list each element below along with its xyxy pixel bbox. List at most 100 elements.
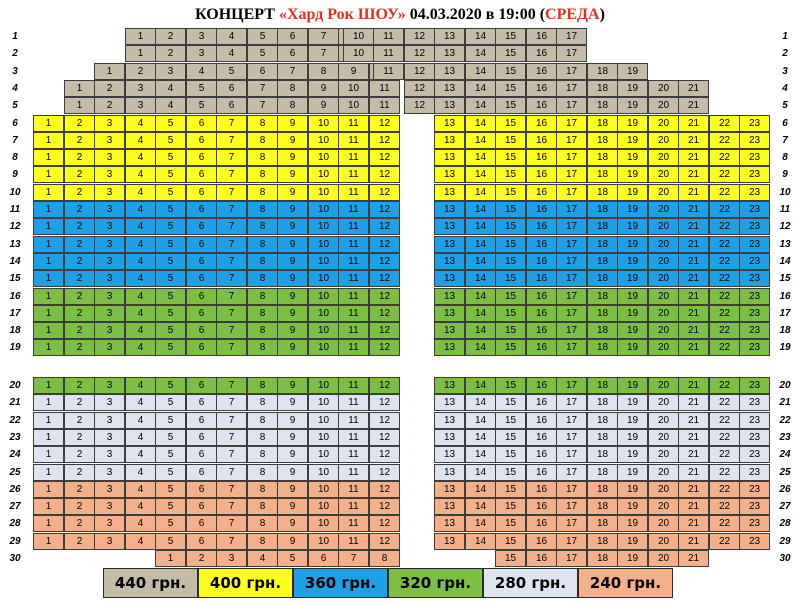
seat[interactable]: 3 [94, 149, 125, 166]
seat[interactable]: 23 [739, 236, 770, 253]
seat[interactable]: 6 [186, 515, 217, 532]
seat[interactable]: 14 [465, 339, 496, 356]
seat[interactable]: 7 [308, 45, 339, 62]
seat[interactable]: 11 [373, 28, 404, 45]
seat[interactable]: 1 [33, 481, 64, 498]
seat[interactable]: 5 [155, 270, 186, 287]
seat[interactable]: 8 [247, 464, 278, 481]
seat[interactable]: 23 [739, 270, 770, 287]
seat[interactable]: 6 [186, 166, 217, 183]
seat[interactable]: 4 [216, 45, 247, 62]
seat[interactable]: 6 [247, 63, 278, 80]
seat[interactable]: 20 [648, 201, 679, 218]
seat[interactable]: 6 [186, 394, 217, 411]
seat[interactable]: 18 [587, 132, 618, 149]
seat[interactable]: 2 [64, 429, 95, 446]
seat[interactable]: 16 [526, 377, 557, 394]
seat[interactable]: 18 [587, 412, 618, 429]
seat[interactable]: 14 [465, 45, 496, 62]
seat[interactable]: 17 [556, 288, 587, 305]
seat[interactable]: 7 [216, 412, 247, 429]
seat[interactable]: 10 [308, 115, 339, 132]
seat[interactable]: 9 [277, 305, 308, 322]
seat[interactable]: 7 [216, 166, 247, 183]
seat[interactable]: 3 [94, 322, 125, 339]
seat[interactable]: 19 [617, 429, 648, 446]
seat[interactable]: 19 [617, 80, 648, 97]
seat[interactable]: 6 [186, 288, 217, 305]
seat[interactable]: 4 [125, 288, 156, 305]
seat[interactable]: 1 [33, 115, 64, 132]
seat[interactable]: 10 [343, 28, 374, 45]
seat[interactable]: 21 [678, 218, 709, 235]
seat[interactable]: 15 [495, 322, 526, 339]
seat[interactable]: 14 [465, 464, 496, 481]
seat[interactable]: 3 [94, 498, 125, 515]
seat[interactable]: 12 [369, 236, 400, 253]
seat[interactable]: 15 [495, 498, 526, 515]
seat[interactable]: 3 [94, 515, 125, 532]
seat[interactable]: 11 [338, 270, 369, 287]
seat[interactable]: 10 [343, 45, 374, 62]
seat[interactable]: 12 [404, 63, 435, 80]
seat[interactable]: 2 [64, 270, 95, 287]
seat[interactable]: 16 [526, 115, 557, 132]
seat[interactable]: 11 [338, 515, 369, 532]
seat[interactable]: 12 [369, 115, 400, 132]
seat[interactable]: 6 [186, 464, 217, 481]
seat[interactable]: 21 [678, 149, 709, 166]
seat[interactable]: 5 [155, 464, 186, 481]
seat[interactable]: 1 [64, 97, 95, 114]
seat[interactable]: 19 [617, 550, 648, 567]
seat[interactable]: 6 [186, 533, 217, 550]
seat[interactable]: 7 [216, 533, 247, 550]
seat[interactable]: 18 [587, 80, 618, 97]
seat[interactable]: 10 [308, 270, 339, 287]
seat[interactable]: 4 [186, 63, 217, 80]
seat[interactable]: 15 [495, 166, 526, 183]
seat[interactable]: 19 [617, 166, 648, 183]
seat[interactable]: 4 [125, 394, 156, 411]
seat[interactable]: 7 [308, 28, 339, 45]
seat[interactable]: 18 [587, 339, 618, 356]
seat[interactable]: 1 [33, 270, 64, 287]
seat[interactable]: 10 [308, 149, 339, 166]
seat[interactable]: 14 [465, 377, 496, 394]
seat[interactable]: 13 [434, 322, 465, 339]
seat[interactable]: 17 [556, 115, 587, 132]
seat[interactable]: 8 [247, 288, 278, 305]
seat[interactable]: 15 [495, 377, 526, 394]
seat[interactable]: 15 [495, 464, 526, 481]
seat[interactable]: 19 [617, 322, 648, 339]
seat[interactable]: 14 [465, 305, 496, 322]
seat[interactable]: 12 [404, 80, 435, 97]
seat[interactable]: 10 [308, 322, 339, 339]
seat[interactable]: 7 [216, 132, 247, 149]
seat[interactable]: 9 [277, 412, 308, 429]
seat[interactable]: 23 [739, 533, 770, 550]
seat[interactable]: 4 [125, 533, 156, 550]
seat[interactable]: 1 [94, 63, 125, 80]
seat[interactable]: 13 [434, 481, 465, 498]
seat[interactable]: 3 [94, 339, 125, 356]
seat[interactable]: 9 [338, 63, 369, 80]
seat[interactable]: 6 [186, 305, 217, 322]
seat[interactable]: 16 [526, 132, 557, 149]
seat[interactable]: 14 [465, 446, 496, 463]
seat[interactable]: 21 [678, 184, 709, 201]
seat[interactable]: 19 [617, 533, 648, 550]
seat[interactable]: 16 [526, 270, 557, 287]
seat[interactable]: 11 [338, 339, 369, 356]
seat[interactable]: 8 [277, 97, 308, 114]
seat[interactable]: 22 [709, 305, 740, 322]
seat[interactable]: 8 [247, 305, 278, 322]
seat[interactable]: 3 [125, 97, 156, 114]
seat[interactable]: 5 [155, 412, 186, 429]
seat[interactable]: 21 [678, 322, 709, 339]
seat[interactable]: 8 [247, 184, 278, 201]
seat[interactable]: 15 [495, 45, 526, 62]
seat[interactable]: 9 [277, 132, 308, 149]
seat[interactable]: 14 [465, 184, 496, 201]
seat[interactable]: 16 [526, 45, 557, 62]
seat[interactable]: 16 [526, 201, 557, 218]
